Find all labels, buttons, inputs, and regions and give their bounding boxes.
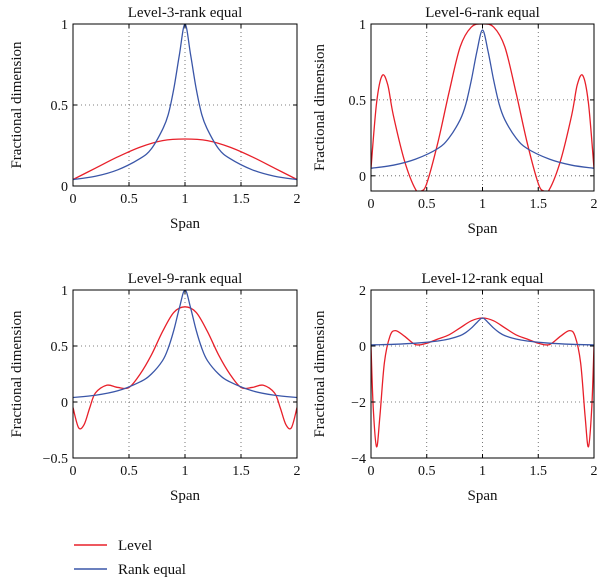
x-tick-label: 0 xyxy=(70,192,77,207)
chart-title: Level-9-rank equal xyxy=(128,271,243,287)
y-tick-label: 0.5 xyxy=(349,94,367,109)
x-tick-label: 2 xyxy=(294,192,301,207)
x-tick-label: 0 xyxy=(368,197,375,212)
legend-label: Level xyxy=(118,538,152,554)
y-axis-label: Fractional dimension xyxy=(312,310,328,438)
chart-panels: 0 0.5 1 1.5 2 0 0.5 1 Level-3-rank equal Span Frac… xyxy=(9,5,598,504)
y-tick-label: 1 xyxy=(61,284,68,299)
series-line-rank-equal xyxy=(371,29,594,169)
series-line-rank-equal xyxy=(371,317,594,346)
x-tick-label: 1.5 xyxy=(232,464,250,479)
x-tick-label: 0.5 xyxy=(418,197,436,212)
chart-title: Level-6-rank equal xyxy=(425,5,540,21)
y-tick-label: 1 xyxy=(359,18,366,33)
y-tick-label: 2 xyxy=(359,284,366,299)
chart-panel-1: 0 0.5 1 1.5 2 0 0.5 1 Level-3-rank equal Span Frac… xyxy=(9,5,301,232)
x-axis-label: Span xyxy=(170,488,201,504)
x-tick-label: 1.5 xyxy=(232,192,250,207)
x-axis-label: Span xyxy=(468,221,499,237)
chart-title: Level-3-rank equal xyxy=(128,5,243,21)
series-line-level xyxy=(73,138,297,181)
y-tick-label: 0 xyxy=(61,396,68,411)
legend-label: Rank equal xyxy=(118,562,186,578)
x-tick-label: 0.5 xyxy=(418,464,436,479)
x-tick-label: 1 xyxy=(479,197,486,212)
legend-item-level: Level xyxy=(74,538,152,554)
y-tick-label: −0.5 xyxy=(43,452,68,467)
y-tick-label: 0.5 xyxy=(51,340,69,355)
y-tick-label: 0 xyxy=(359,170,366,185)
x-tick-label: 1.5 xyxy=(530,464,548,479)
y-axis-label: Fractional dimension xyxy=(312,43,328,171)
plot-frame xyxy=(370,23,595,192)
x-tick-label: 0 xyxy=(70,464,77,479)
y-tick-label: 0 xyxy=(61,180,68,195)
series-line-level xyxy=(371,24,594,191)
x-tick-label: 0 xyxy=(368,464,375,479)
y-axis-label: Fractional dimension xyxy=(9,310,25,438)
x-tick-label: 0.5 xyxy=(120,192,138,207)
y-tick-label: 1 xyxy=(61,18,68,33)
y-tick-label: −2 xyxy=(351,396,366,411)
chart-panel-2: 0 0.5 1 1.5 2 0 0.5 1 Level-6-rank equal Span Frac… xyxy=(312,5,598,237)
legend-item-rank-equal: Rank equal xyxy=(74,562,186,578)
x-tick-label: 2 xyxy=(591,464,598,479)
chart-title: Level-12-rank equal xyxy=(421,271,543,287)
y-tick-label: 0 xyxy=(359,340,366,355)
x-tick-label: 1 xyxy=(182,192,189,207)
legend: Level Rank equal xyxy=(74,538,186,578)
x-tick-label: 1 xyxy=(479,464,486,479)
series-line-rank-equal xyxy=(73,290,297,399)
x-tick-label: 1 xyxy=(182,464,189,479)
chart-panel-4: 0 0.5 1 1.5 2 −4 −2 0 2 Level-12-rank equal Span Fr… xyxy=(312,271,598,504)
x-axis-label: Span xyxy=(170,216,201,232)
x-tick-label: 2 xyxy=(294,464,301,479)
series-line-level xyxy=(73,306,297,430)
y-axis-label: Fractional dimension xyxy=(9,41,25,169)
series-line-rank-equal xyxy=(73,24,297,181)
y-tick-label: 0.5 xyxy=(51,99,69,114)
x-tick-label: 1.5 xyxy=(530,197,548,212)
y-tick-label: −4 xyxy=(351,452,366,467)
x-tick-label: 2 xyxy=(591,197,598,212)
x-tick-label: 0.5 xyxy=(120,464,138,479)
x-axis-label: Span xyxy=(468,488,499,504)
